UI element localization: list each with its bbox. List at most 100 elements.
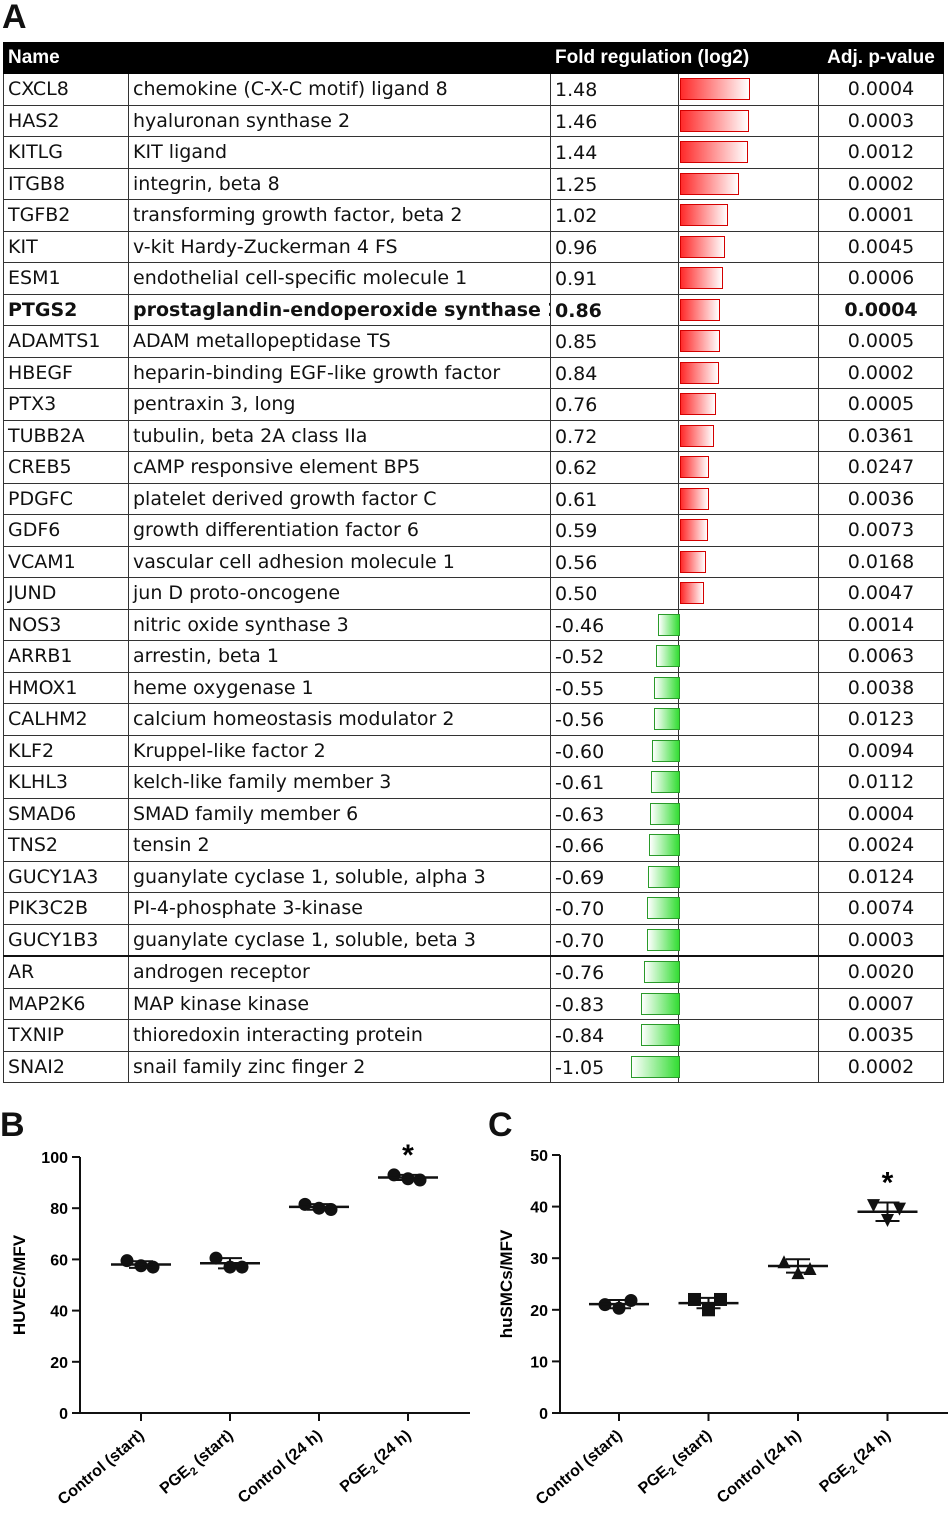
fold-value: 0.96 [555, 236, 598, 259]
fold-regulation-cell: 0.72 [550, 419, 819, 452]
gene-name-cell: KITLG [3, 136, 129, 169]
gene-description-cell: prostaglandin-endoperoxide synthase 2 [128, 293, 551, 326]
header-adj-p-value: Adj. p-value [818, 42, 944, 74]
fold-bar-up [680, 172, 739, 195]
gene-description-cell: hyaluronan synthase 2 [128, 104, 551, 137]
fold-regulation-cell: 0.76 [550, 388, 819, 421]
gene-description-cell: ADAM metallopeptidase TS [128, 325, 551, 358]
fold-bar-down [658, 613, 680, 636]
gene-name-cell: PDGFC [3, 482, 129, 515]
table-row: GUCY1A3 guanylate cyclase 1, soluble, alp… [3, 860, 944, 893]
gene-name-cell: ADAMTS1 [3, 325, 129, 358]
fold-bar-down [651, 771, 680, 793]
gene-description-cell: transforming growth factor, beta 2 [128, 199, 551, 232]
fold-regulation-cell: 0.86 [550, 293, 819, 326]
gene-description-cell: chemokine (C-X-C motif) ligand 8 [128, 73, 551, 106]
p-value-cell: 0.0004 [818, 797, 944, 830]
table-row: ITGB8 integrin, beta 8 1.25 0.0002 [3, 167, 944, 200]
fold-bar-up [680, 235, 726, 258]
fold-bar-down [630, 1055, 680, 1078]
gene-description-cell: guanylate cyclase 1, soluble, alpha 3 [128, 860, 551, 893]
fold-bar-down [647, 928, 680, 951]
gene-description-cell: heme oxygenase 1 [128, 671, 551, 704]
p-value-cell: 0.0005 [818, 325, 944, 358]
p-value-cell: 0.0038 [818, 671, 944, 704]
table-row: SNAI2 snail family zinc finger 2 -1.05 0.00… [3, 1050, 944, 1083]
fold-value: 0.85 [555, 331, 598, 353]
fold-value: 1.44 [555, 142, 598, 164]
p-value-cell: 0.0006 [818, 262, 944, 295]
table-row: CXCL8 chemokine (C-X-C motif) ligand 8 1.4… [3, 73, 944, 106]
fold-regulation-cell: 0.84 [550, 356, 819, 389]
table-row: PTX3 pentraxin 3, long 0.76 0.0005 [3, 388, 944, 421]
y-axis-label: HUVEC/MFV [10, 1234, 29, 1335]
y-axis-label: huSMCs/MFV [497, 1229, 516, 1338]
gene-description-cell: androgen receptor [128, 955, 551, 989]
fold-value: 0.91 [555, 268, 598, 290]
gene-description-cell: platelet derived growth factor C [128, 482, 551, 515]
fold-bar-up [680, 487, 709, 510]
p-value-cell: 0.0361 [818, 419, 944, 452]
fold-value: 1.46 [555, 110, 598, 133]
fold-value: -0.84 [555, 1025, 605, 1047]
p-value-cell: 0.0094 [818, 734, 944, 767]
panel-label-c: C [488, 1106, 513, 1144]
p-value-cell: 0.0014 [818, 608, 944, 641]
fold-value: 0.84 [555, 362, 598, 385]
table-row: KLHL3 kelch-like family member 3 -0.61 0.01… [3, 766, 944, 799]
fold-bar-down [647, 865, 680, 888]
p-value-cell: 0.0045 [818, 230, 944, 263]
fold-value: -0.61 [555, 772, 605, 794]
fold-value: 0.56 [555, 551, 598, 574]
table-row: TNS2 tensin 2 -0.66 0.0024 [3, 829, 944, 862]
fold-divider [678, 105, 679, 136]
gene-name-cell: NOS3 [3, 608, 129, 641]
fold-bar-down [650, 802, 680, 825]
p-value-cell: 0.0035 [818, 1019, 944, 1052]
table-row: ESM1 endothelial cell-specific molecule 1… [3, 262, 944, 295]
fold-regulation-cell: -0.56 [550, 703, 819, 736]
gene-description-cell: tubulin, beta 2A class IIa [128, 419, 551, 452]
fold-value: 0.50 [555, 583, 598, 605]
fold-bar-up [680, 204, 728, 226]
y-tick-label: 0 [539, 1406, 548, 1423]
y-tick-label: 20 [530, 1303, 548, 1320]
data-point-square [702, 1303, 715, 1317]
fold-bar-up [680, 393, 716, 415]
fold-bar-down [654, 676, 680, 699]
gene-description-cell: jun D proto-oncogene [128, 577, 551, 610]
significance-star: * [402, 1139, 414, 1172]
p-value-cell: 0.0002 [818, 167, 944, 200]
p-value-cell: 0.0036 [818, 482, 944, 515]
fold-bar-up [680, 141, 748, 163]
table-row: ADAMTS1 ADAM metallopeptidase TS 0.85 0.000… [3, 325, 944, 358]
x-tick-label: PGE2 (start) [635, 1427, 717, 1500]
fold-value: -0.70 [555, 929, 605, 952]
gene-name-cell: CALHM2 [3, 703, 129, 736]
gene-description-cell: vascular cell adhesion molecule 1 [128, 545, 551, 578]
y-tick-label: 40 [530, 1200, 548, 1217]
fold-divider [678, 515, 679, 546]
p-value-cell: 0.0063 [818, 640, 944, 673]
table-body: CXCL8 chemokine (C-X-C motif) ligand 8 1.4… [3, 73, 944, 1083]
fold-regulation-cell: -0.66 [550, 829, 819, 862]
fold-bar-up [680, 361, 720, 384]
gene-description-cell: endothelial cell-specific molecule 1 [128, 262, 551, 295]
p-value-cell: 0.0004 [818, 293, 944, 326]
p-value-cell: 0.0012 [818, 136, 944, 169]
fold-bar-up [680, 298, 721, 321]
header-description [128, 42, 551, 74]
fold-value: -0.83 [555, 993, 605, 1016]
p-value-cell: 0.0073 [818, 514, 944, 547]
fold-value: -1.05 [555, 1056, 605, 1079]
fold-divider [678, 420, 679, 451]
fold-value: 0.72 [555, 425, 598, 448]
data-point-circle [209, 1251, 223, 1265]
gene-name-cell: VCAM1 [3, 545, 129, 578]
fold-regulation-cell: -0.69 [550, 860, 819, 893]
fold-bar-up [680, 78, 750, 100]
fold-divider [678, 168, 679, 199]
data-point-triangle-down [867, 1199, 880, 1213]
